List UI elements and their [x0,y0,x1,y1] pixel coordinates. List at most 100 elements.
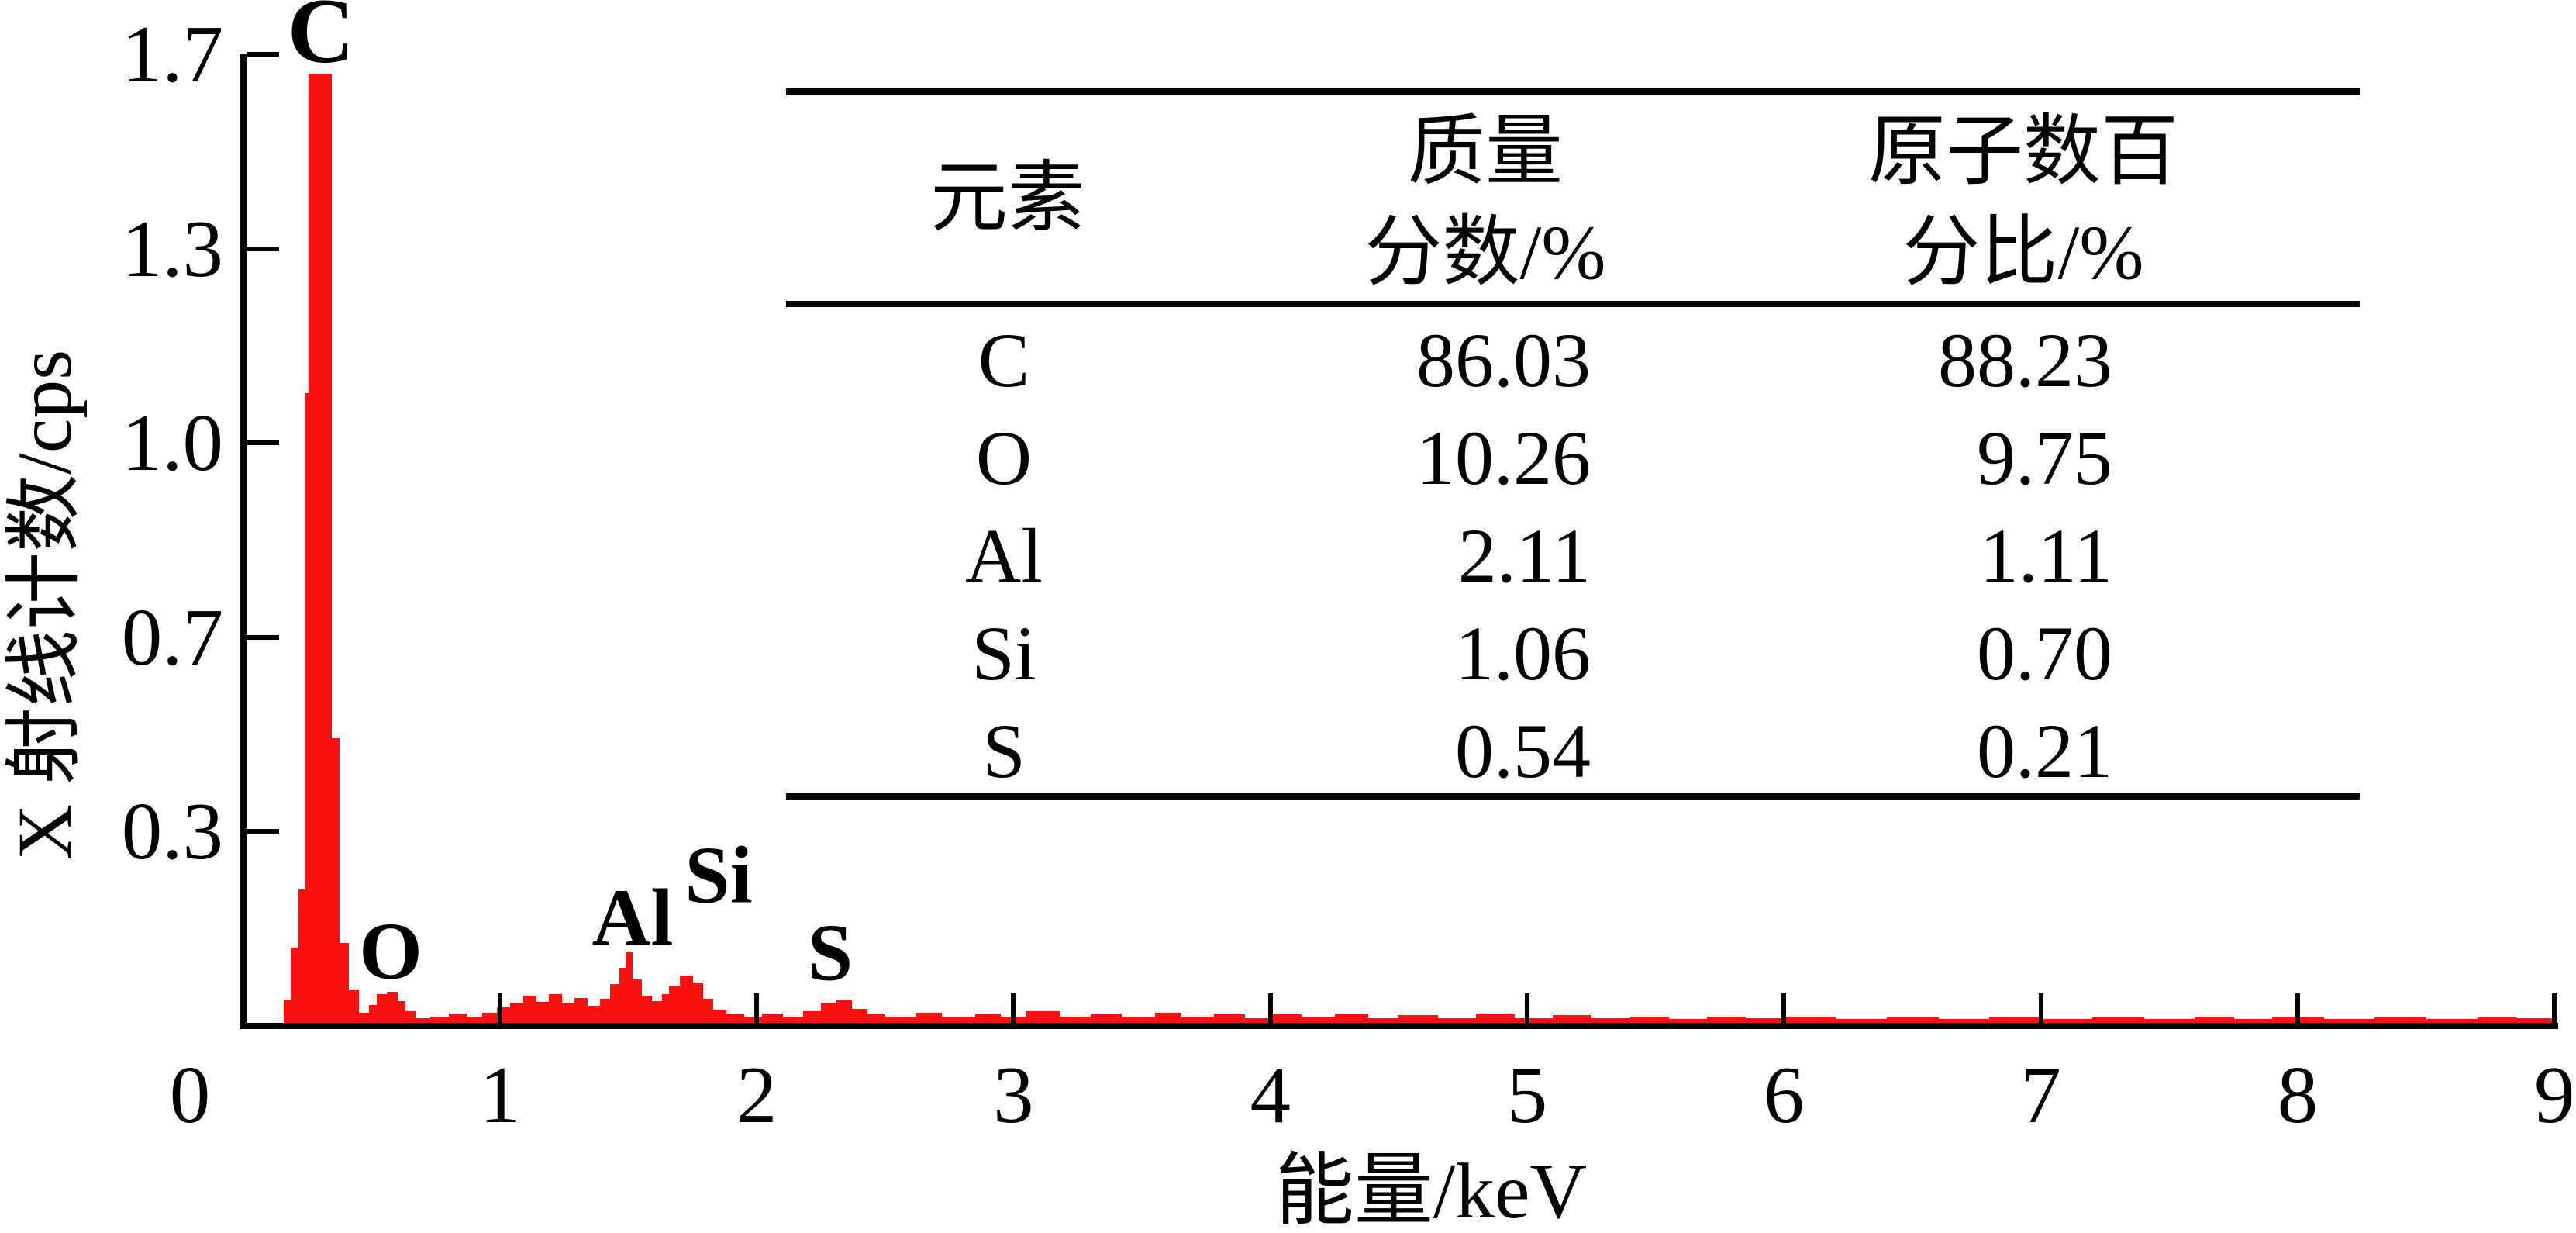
table-header-mass-line1: 质量 [1408,109,1563,195]
table-cell-atomic: 0.70 [1977,610,2112,696]
table-header-atomic: 原子数百 分比/% [1806,102,2240,303]
spectrum-bar [481,1012,498,1026]
x-tick-label: 3 [993,1049,1034,1140]
spectrum-bar [2426,1019,2478,1026]
spectrum-bar [368,1004,378,1026]
spectrum-bar [626,952,633,1026]
spectrum-bar [712,1009,726,1026]
spectrum-bar [405,1011,416,1026]
x-tick [1267,993,1273,1026]
spectrum-bar [1090,1013,1122,1026]
spectrum-bar [669,985,681,1026]
x-tick-label: 4 [1250,1049,1291,1140]
spectrum-bar [2233,1019,2273,1026]
spectrum-bar [448,1013,467,1026]
table-header-mass: 质量 分数/% [1291,102,1679,303]
spectrum-bar [1514,1018,1554,1026]
spectrum-bar [1026,1011,1060,1026]
spectrum-bar [283,1000,293,1026]
peak-label-S: S [807,907,853,998]
x-tick [497,993,502,1026]
x-tick-label: 9 [2533,1049,2575,1140]
spectrum-bar [548,993,562,1026]
spectrum-bar [1244,1018,1271,1026]
spectrum-bar [2143,1019,2195,1026]
y-tick-label: 0.3 [121,786,223,877]
table-header-element: 元素 [930,155,1085,241]
spectrum-bar [679,976,693,1026]
spectrum-bar [387,992,398,1026]
spectrum-bar [522,996,536,1026]
spectrum-bar [1334,1013,1369,1026]
spectrum-bar [574,997,588,1026]
spectrum-bar [376,993,388,1026]
x-tick [1525,993,1529,1026]
spectrum-bar [1745,1018,1785,1026]
y-tick [247,52,279,57]
spectrum-bar [661,993,671,1026]
spectrum-bar [1938,1019,1990,1026]
peak-label-O: O [359,905,422,996]
table-cell-mass: 10.26 [1416,415,1591,501]
table-cell-element: Al [965,513,1043,599]
spectrum-bar [851,1008,868,1026]
spectrum-bar [358,1012,370,1026]
spectrum-bar [2040,1019,2093,1026]
table-cell-element: S [982,708,1026,794]
x-tick [2038,993,2043,1026]
spectrum-bar [600,999,611,1026]
spectrum-bar [2091,1017,2144,1026]
table-header-atomic-line2: 分比/% [1902,209,2144,295]
spectrum-bar [1154,1012,1181,1026]
table-cell-element: O [975,415,1033,501]
table-header-mass-line2: 分数/% [1364,209,1606,295]
spectrum-bar [820,1003,837,1026]
x-tick-label: 7 [2020,1049,2061,1140]
spectrum-bar [726,1013,745,1026]
spectrum-bar [1301,1017,1336,1026]
spectrum-bar [610,984,620,1026]
spectrum-bar [305,392,309,1026]
spectrum-bar [331,738,340,1026]
table-cell-element: C [978,317,1030,403]
spectrum-bar [2477,1017,2517,1026]
table-rule-top [786,88,2360,95]
table-rule-header [786,301,2360,307]
peak-label-Si: Si [685,829,753,920]
spectrum-bar [836,1000,853,1026]
y-axis-line [240,54,247,1029]
spectrum-bar [802,1011,822,1026]
table-cell-atomic: 1.11 [1979,513,2112,599]
table-cell-mass: 86.03 [1416,317,1591,403]
spectrum-bar [1367,1018,1399,1026]
x-tick-label: 1 [479,1049,521,1140]
spectrum-bar [941,1017,976,1026]
spectrum-bar [348,989,360,1026]
spectrum-bar [291,947,299,1026]
table-cell-mass: 0.54 [1455,708,1591,794]
table-cell-element: Si [971,610,1036,696]
y-tick-label: 1.3 [121,202,223,294]
spectrum-bar [1437,1018,1477,1026]
spectrum-bar [298,889,305,1026]
table-cell-atomic: 9.75 [1977,415,2112,501]
table-rule-bottom [786,793,2360,800]
table-cell-mass: 1.06 [1455,610,1591,696]
spectrum-bar [974,1013,1002,1026]
spectrum-bar [702,999,714,1026]
spectrum-bar [415,1018,431,1026]
spectrum-bar [1886,1017,1939,1026]
x-tick-label: 2 [736,1049,778,1140]
spectrum-bar [916,1012,943,1026]
x-axis-title: 能量/keV [1274,1148,1588,1233]
x-tick [1011,993,1016,1026]
spectrum-bar [1591,1018,1631,1026]
spectrum-bar [1989,1017,2042,1026]
table-cell-atomic: 0.21 [1977,708,2112,794]
y-axis-title: X 射线计数/cps [2,349,88,861]
spectrum-bar [692,982,704,1026]
spectrum-bar [397,1000,405,1026]
peak-label-C: C [287,0,355,82]
y-tick-label: 0.7 [121,591,223,682]
